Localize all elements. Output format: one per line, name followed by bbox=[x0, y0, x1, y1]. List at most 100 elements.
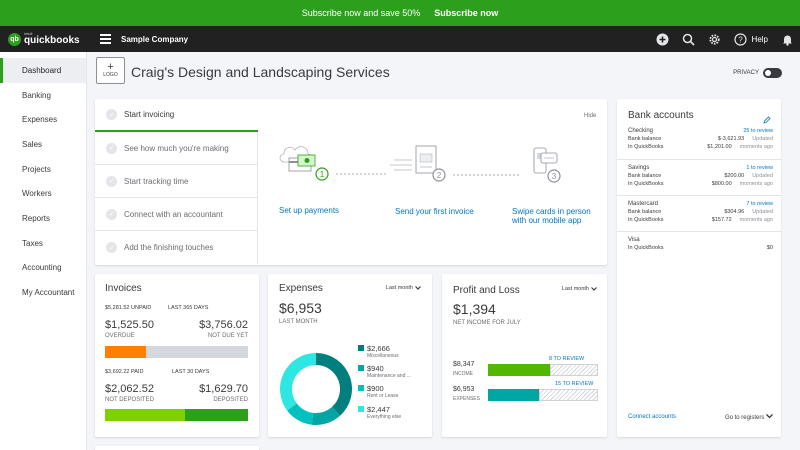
setup-step[interactable]: ✓ Start tracking time bbox=[95, 165, 258, 198]
expenses-bar[interactable] bbox=[488, 389, 598, 401]
expense-legend-item[interactable]: $900 Rent or Lease bbox=[358, 384, 398, 399]
mobile-card-illustration-icon bbox=[533, 147, 558, 174]
not-deposited-bar[interactable] bbox=[105, 409, 185, 421]
expenses-to-review-link[interactable]: 15 TO REVIEW bbox=[555, 381, 594, 387]
privacy-label: PRIVACY bbox=[733, 70, 759, 76]
net-income-label: NET INCOME FOR JULY bbox=[453, 320, 521, 326]
not-deposited-label: NOT DEPOSITED bbox=[105, 397, 154, 403]
bank-account-mastercard[interactable]: Mastercard 7 to review Bank balance $304.9… bbox=[628, 201, 773, 223]
gear-icon[interactable] bbox=[708, 32, 722, 46]
setup-step[interactable]: ✓ Add the finishing touches bbox=[95, 231, 258, 264]
deposited-bar[interactable] bbox=[185, 409, 248, 421]
setup-step[interactable]: ✓ Connect with an accountant bbox=[95, 198, 258, 231]
overdue-label: OVERDUE bbox=[105, 333, 135, 339]
sidebar-item-label: Projects bbox=[22, 164, 51, 174]
sidebar-item-label: Sales bbox=[22, 139, 43, 149]
step-number: 3 bbox=[552, 172, 557, 181]
setup-step-label: Start invoicing bbox=[124, 110, 175, 119]
create-plus-icon[interactable] bbox=[656, 32, 670, 46]
page-title: Craig's Design and Landscaping Services bbox=[131, 64, 390, 80]
to-review-link[interactable]: 25 to review bbox=[743, 128, 773, 134]
income-bar[interactable] bbox=[488, 364, 598, 376]
donut-slice[interactable] bbox=[316, 353, 352, 416]
subscribe-now-link[interactable]: Subscribe now bbox=[434, 8, 499, 18]
help-button[interactable]: ? Help bbox=[734, 32, 768, 46]
bank-accounts-card: Bank accounts Checking 25 to review Bank … bbox=[617, 99, 781, 437]
swipe-cards-link[interactable]: Swipe cards in person with our mobile ap… bbox=[512, 207, 591, 226]
go-to-registers-dropdown[interactable]: Go to registers bbox=[725, 414, 773, 421]
not-due-bar[interactable] bbox=[146, 346, 248, 358]
send-first-invoice-link[interactable]: Send your first invoice bbox=[395, 207, 474, 216]
expenses-donut-chart[interactable] bbox=[276, 349, 356, 429]
sidebar-item-banking[interactable]: Banking bbox=[0, 83, 86, 108]
setup-step-label: See how much you're making bbox=[124, 143, 229, 153]
set-up-payments-link[interactable]: Set up payments bbox=[279, 206, 340, 215]
donut-slice[interactable] bbox=[311, 406, 341, 425]
sidebar-item-sales[interactable]: Sales bbox=[0, 132, 86, 157]
company-name: Sample Company bbox=[121, 34, 189, 44]
setup-step-label: Connect with an accountant bbox=[124, 209, 223, 219]
help-icon: ? bbox=[734, 32, 748, 46]
hide-link[interactable]: Hide bbox=[584, 113, 597, 119]
legend-value: $940 bbox=[367, 364, 384, 373]
sidebar-item-label: Banking bbox=[22, 90, 51, 100]
legend-category: Everything else bbox=[367, 414, 402, 420]
sidebar-item-my-accountant[interactable]: My Accountant bbox=[0, 280, 86, 305]
sidebar-item-reports[interactable]: Reports bbox=[0, 206, 86, 231]
net-income: $1,394 bbox=[453, 301, 496, 317]
check-icon: ✓ bbox=[106, 142, 117, 154]
paid-amount: $3,692.22 PAID bbox=[105, 369, 144, 375]
chevron-down-icon bbox=[766, 414, 773, 419]
sidebar-item-taxes[interactable]: Taxes bbox=[0, 231, 86, 256]
setup-steps: ✓ Start invoicing ✓ See how much you're ma… bbox=[95, 99, 258, 265]
legend-value: $2,447 bbox=[367, 405, 390, 414]
bank-account-savings[interactable]: Savings 1 to review Bank balance $200.00 Up… bbox=[628, 165, 773, 187]
donut-slice[interactable] bbox=[280, 353, 316, 411]
unpaid-amount: $5,281.52 UNPAID bbox=[105, 305, 152, 311]
bank-account-visa[interactable]: Visa In QuickBooks $0 bbox=[628, 237, 773, 251]
sidebar-item-workers[interactable]: Workers bbox=[0, 181, 86, 206]
donut-slice[interactable] bbox=[287, 403, 314, 425]
to-review-link[interactable]: 1 to review bbox=[746, 165, 773, 171]
expense-legend-item[interactable]: $2,666 Miscellaneous bbox=[358, 344, 399, 359]
setup-step-label: Add the finishing touches bbox=[124, 243, 214, 252]
connect-accounts-link[interactable]: Connect accounts bbox=[628, 414, 677, 420]
expenses-period-dropdown[interactable]: Last month bbox=[386, 285, 421, 291]
setup-step[interactable]: ✓ Start invoicing bbox=[95, 99, 258, 132]
sidebar-item-accounting[interactable]: Accounting bbox=[0, 256, 86, 281]
privacy-toggle-group: PRIVACY bbox=[733, 68, 782, 78]
income-to-review-link[interactable]: 8 TO REVIEW bbox=[549, 356, 585, 362]
sidebar-item-label: My Accountant bbox=[22, 288, 75, 298]
overdue-bar[interactable] bbox=[105, 346, 146, 358]
hamburger-menu-icon[interactable] bbox=[100, 34, 111, 44]
search-icon[interactable] bbox=[682, 32, 696, 46]
sidebar-item-label: Workers bbox=[22, 189, 52, 199]
privacy-toggle[interactable] bbox=[763, 68, 782, 78]
intuit-label: intuit bbox=[24, 31, 33, 36]
expense-legend-item[interactable]: $2,447 Everything else bbox=[358, 405, 401, 420]
sidebar-item-label: Expenses bbox=[22, 115, 58, 125]
sidebar-item-expenses[interactable]: Expenses bbox=[0, 107, 86, 132]
pl-period-dropdown[interactable]: Last month bbox=[562, 286, 597, 292]
promo-text: Subscribe now and save 50% bbox=[301, 8, 421, 18]
quickbooks-logo[interactable]: qb intuit quickbooks bbox=[8, 32, 88, 46]
expense-legend-item[interactable]: $940 Maintenance and ... bbox=[358, 364, 411, 379]
check-icon: ✓ bbox=[106, 208, 117, 220]
bank-account-checking[interactable]: Checking 25 to review Bank balance $-3,621… bbox=[628, 128, 773, 150]
sidebar-item-dashboard[interactable]: Dashboard bbox=[0, 58, 86, 83]
expenses-card: Expenses Last month $6,953 LAST MONTH $2… bbox=[268, 274, 432, 437]
help-label: Help bbox=[751, 34, 768, 44]
profit-loss-title: Profit and Loss bbox=[453, 285, 520, 296]
invoice-illustration-icon bbox=[390, 145, 437, 174]
invoices-title: Invoices bbox=[105, 283, 142, 294]
setup-step[interactable]: ✓ See how much you're making bbox=[95, 132, 258, 165]
to-review-link[interactable]: 7 to review bbox=[746, 201, 773, 207]
add-logo-button[interactable]: + LOGO bbox=[96, 57, 125, 84]
pencil-edit-icon[interactable] bbox=[763, 111, 771, 129]
payments-illustration-icon bbox=[279, 146, 316, 172]
plus-icon: + bbox=[107, 61, 114, 73]
sidebar-item-projects[interactable]: Projects bbox=[0, 157, 86, 182]
expenses-total-label: LAST MONTH bbox=[279, 319, 318, 325]
legend-value: $900 bbox=[367, 384, 384, 393]
notifications-bell-icon[interactable] bbox=[780, 32, 794, 46]
